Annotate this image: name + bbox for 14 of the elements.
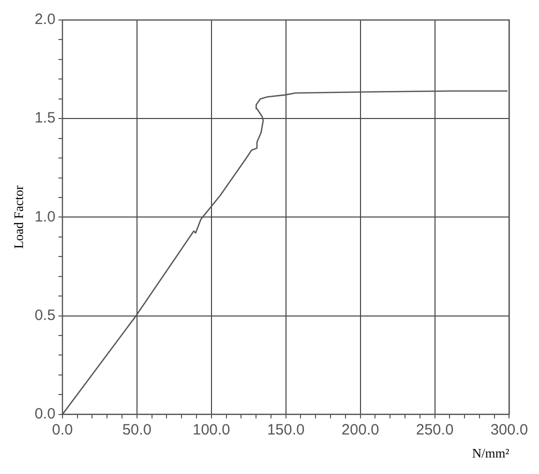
- x-tick-label: 200.0: [342, 422, 380, 439]
- y-tick-label: 2.0: [34, 11, 56, 28]
- y-axis-title: Load Factor: [11, 184, 26, 249]
- x-tick-label: 0.0: [52, 422, 73, 439]
- x-axis-title: N/mm²: [472, 446, 510, 461]
- y-tick-label: 1.0: [34, 208, 56, 226]
- x-tick-label: 50.0: [122, 422, 152, 439]
- y-tick-label: 0.5: [34, 306, 56, 324]
- x-tick-label: 150.0: [267, 422, 305, 439]
- x-tick-label: 300.0: [490, 422, 528, 439]
- x-tick-label: 100.0: [192, 422, 230, 439]
- y-tick-label: 1.5: [34, 110, 56, 127]
- x-tick-label: 250.0: [416, 422, 454, 439]
- y-tick-label: 0.0: [34, 406, 56, 423]
